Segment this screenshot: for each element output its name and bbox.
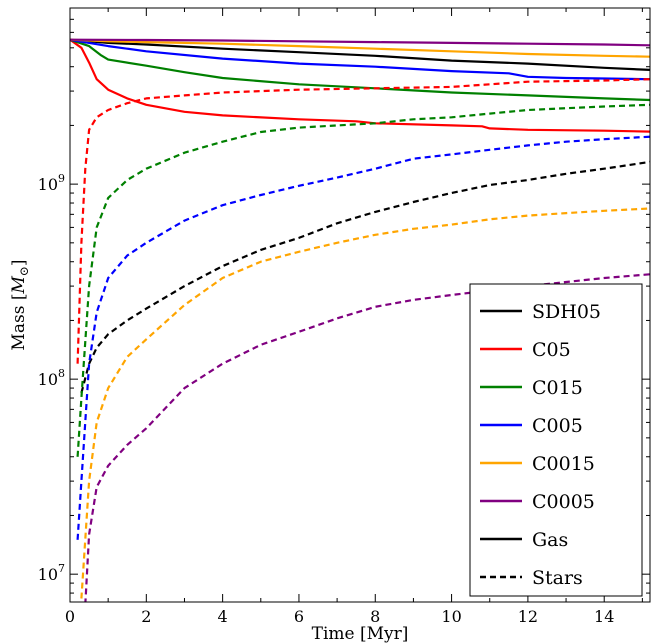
series-c005-gas-line: [70, 38, 650, 81]
legend-label-c005: C005: [532, 415, 583, 437]
legend-label-c015: C015: [532, 377, 583, 399]
series-c005-stars-line: [76, 135, 650, 540]
x-tick-label: 6: [294, 607, 304, 626]
plot-frame: [69, 7, 651, 603]
ticks-layer: 0 2 4 6 8 10 12 14 107 108 109: [38, 7, 650, 626]
legend-label-c0005: C0005: [532, 491, 595, 513]
series-c015-stars-line: [76, 103, 650, 457]
legend-box: [469, 283, 643, 597]
series-c0005-gas-line: [70, 38, 650, 47]
y-axis-label: Mass [M⊙]: [9, 259, 31, 350]
series-c015-gas-line: [70, 38, 650, 102]
x-tick-label: 8: [370, 607, 380, 626]
x-tick-label: 12: [518, 607, 538, 626]
x-tick-label: 14: [594, 607, 614, 626]
series-c0015-stars-line: [80, 207, 650, 599]
legend: SDH05 C05 C015 C005 C0015 C0005 Gas Stars: [469, 283, 643, 597]
series-sdh05-gas-line: [70, 38, 650, 71]
series-sdh05-stars-line: [80, 160, 650, 394]
series-c05-stars-line: [76, 78, 650, 364]
x-tick-label: 2: [141, 607, 151, 626]
y-tick-label: 107: [38, 562, 65, 584]
legend-label-stars: Stars: [532, 567, 583, 589]
y-tick-label: 109: [38, 172, 65, 194]
x-tick-label: 4: [218, 607, 228, 626]
x-tick-label: 0: [65, 607, 75, 626]
x-axis-label: Time [Myr]: [312, 624, 409, 643]
y-tick-label: 108: [38, 367, 65, 389]
legend-label-c0015: C0015: [532, 453, 595, 475]
series-c05-gas-line: [70, 38, 650, 133]
series-c0015-gas-line: [70, 38, 650, 58]
legend-label-gas: Gas: [532, 529, 568, 551]
legend-label-c05: C05: [532, 339, 571, 361]
x-tick-label: 10: [441, 607, 461, 626]
legend-label-sdh05: SDH05: [532, 301, 601, 323]
